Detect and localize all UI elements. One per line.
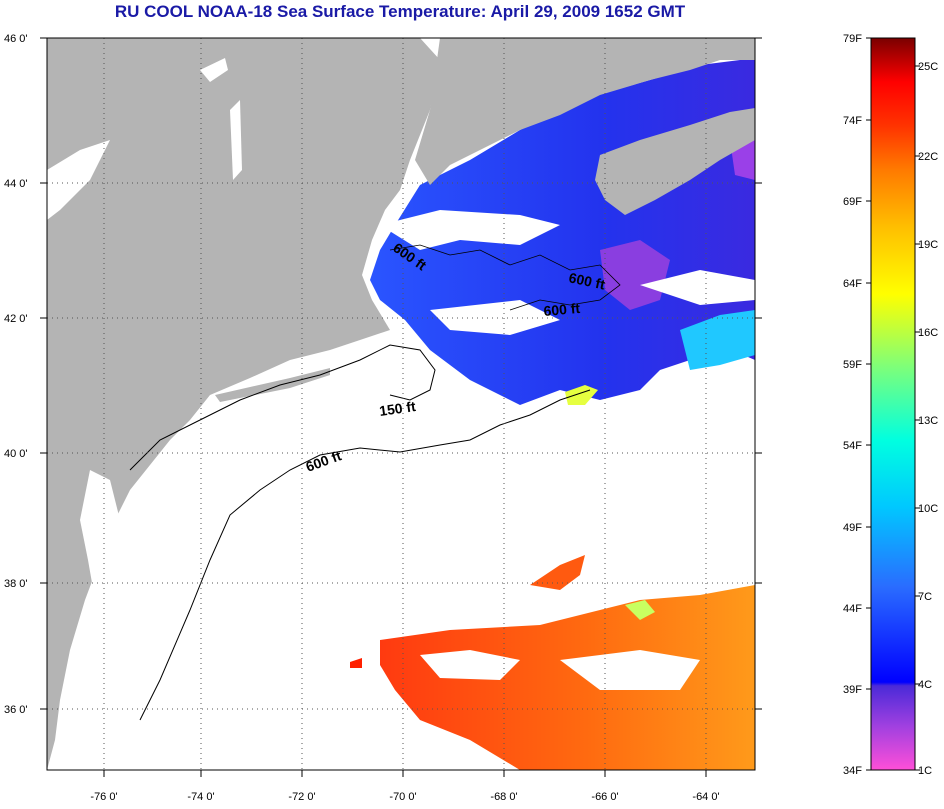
long-island [215,368,330,402]
colorbar-c-label: 16C [918,327,938,339]
lon-label: -70 0' [389,791,416,803]
cloud-mask [380,210,560,250]
lat-label: 46 0' [4,33,28,45]
cloud-mask [640,270,755,305]
violet-patch [600,240,670,310]
contour-label: 600 ft [567,269,606,292]
contour-600ft-gom [389,244,621,311]
colorbar-f-label: 39F [843,684,862,696]
lat-label: 40 0' [4,448,28,460]
cloud-mask [560,650,700,690]
colorbar-c-label: 1C [918,765,932,777]
contour-600ft [139,389,591,721]
colorbar-f-label: 59F [843,359,862,371]
colorbar-f-label: 64F [843,278,862,290]
lon-label: -72 0' [288,791,315,803]
warm-water-region [380,585,755,770]
contour-label: 150 ft [378,398,417,419]
colorbar-f-label: 49F [843,522,862,534]
colorbar-f-label: 74F [843,115,862,127]
colorbar-c-label: 25C [918,61,938,73]
lat-label: 38 0' [4,578,28,590]
cloud-mask [430,300,560,335]
colorbar-f-label: 69F [843,196,862,208]
warm-eddy [530,555,585,590]
lat-label: 42 0' [4,313,28,325]
chesapeake-bay [80,470,120,600]
lat-label: 36 0' [4,704,28,716]
colorbar-c-label: 7C [918,591,932,603]
cyan-patch [680,310,755,370]
lon-label: -76 0' [90,791,117,803]
lake [47,140,110,220]
lat-label: 44 0' [4,178,28,190]
contour-150ft [129,344,436,471]
map-frame [46,37,756,771]
tick-marks [40,37,762,777]
contour-label: 600 ft [543,300,581,319]
colorbar-ticks [866,37,920,771]
grid-lines [47,38,755,770]
land-mass [47,38,440,770]
lake [230,100,242,180]
colorbar-c-label: 13C [918,415,938,427]
lon-label: -64 0' [692,791,719,803]
front-highlight [625,600,655,620]
lon-label: -66 0' [591,791,618,803]
map-title: RU COOL NOAA-18 Sea Surface Temperature:… [114,2,686,21]
lon-label: -68 0' [490,791,517,803]
colorbar-f-label: 79F [843,33,862,45]
colorbar-f-label: 54F [843,440,862,452]
colorbar-c-label: 4C [918,679,932,691]
lake [200,58,228,82]
colorbar-c-label: 19C [918,239,938,251]
colorbar-c-label: 22C [918,151,938,163]
colorbar-f-label: 34F [843,765,862,777]
cloud-mask [420,650,520,680]
land-mass-nova-scotia [595,108,755,215]
land-mass-canada [415,38,755,185]
warm-dot [350,658,362,668]
lon-label: -74 0' [187,791,214,803]
colorbar [870,37,916,771]
colorbar-c-label: 10C [918,503,938,515]
colorbar-f-label: 44F [843,603,862,615]
